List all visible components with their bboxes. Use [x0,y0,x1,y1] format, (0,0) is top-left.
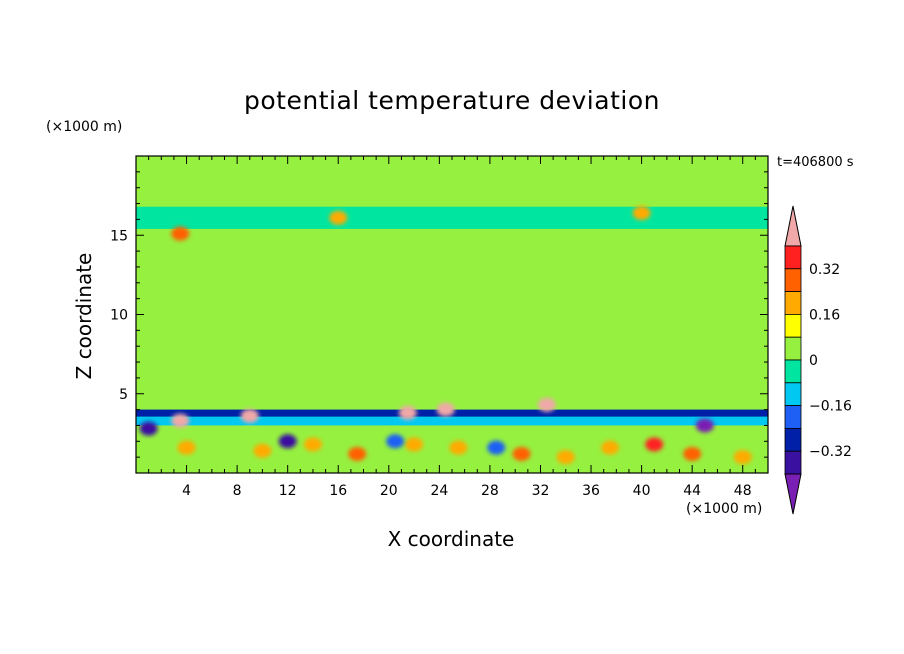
contour-blob-18 [632,206,651,221]
contour-blob-23 [386,434,405,449]
contour-blob-0 [177,440,196,455]
contour-blob-10 [683,446,702,461]
colorbar-label-1: 0.16 [809,307,840,323]
y-axis-unit: (×1000 m) [46,119,123,135]
colorbar-swatch-5 [784,359,802,384]
x-tick-label-32: 32 [532,483,550,499]
x-tick-label-16: 16 [329,483,347,499]
contour-blob-21 [139,421,158,436]
colorbar-swatch-7 [784,313,802,338]
x-tick-label-48: 48 [734,483,752,499]
contour-region-7 [136,206,768,229]
colorbar-label-3: −0.16 [809,399,852,415]
contour-blob-15 [240,408,259,423]
colorbar-label-0: 0.32 [809,262,840,278]
contour-blob-13 [436,402,455,417]
colorbar-swatch-2 [784,427,802,452]
colorbar-swatch-3 [784,405,802,429]
colorbar-top-arrow [784,205,802,247]
x-axis-label: X coordinate [387,527,515,551]
contour-blob-5 [449,440,468,455]
x-axis-unit: (×1000 m) [686,501,763,517]
contour-field [136,156,768,473]
contour-blob-16 [171,413,190,428]
contour-blob-2 [303,437,322,452]
y-tick-label-15: 15 [110,228,128,244]
colorbar-label-4: −0.32 [809,444,852,460]
contour-blob-7 [556,450,575,465]
x-tick-label-4: 4 [182,483,191,499]
contour-blob-19 [329,210,348,225]
contour-region-3 [136,416,768,426]
colorbar-swatch-4 [784,382,802,406]
colorbar-swatch-8 [784,291,802,315]
x-tick-label-40: 40 [633,483,651,499]
x-tick-label-28: 28 [481,483,499,499]
y-tick-label-5: 5 [119,387,128,403]
colorbar-swatch-1 [784,450,802,475]
x-tick-label-8: 8 [233,483,242,499]
colorbar: 0.32 0.16 0 −0.16 −0.32 [784,205,852,515]
contour-blob-4 [405,437,424,452]
contour-blob-3 [348,446,367,461]
contour-blob-1 [253,443,272,458]
contour-blob-9 [645,437,664,452]
contour-blob-11 [733,450,752,465]
colorbar-bottom-arrow [784,473,802,515]
colorbar-label-2: 0 [809,353,818,369]
contour-blob-12 [398,405,417,420]
x-tick-label-36: 36 [582,483,600,499]
x-tick-label-44: 44 [683,483,701,499]
contour-region-5 [148,251,257,391]
contour-blob-8 [601,440,619,455]
contour-blob-17 [171,226,190,241]
contour-region-6 [515,243,667,388]
colorbar-swatch-10 [784,245,802,270]
y-tick-label-10: 10 [110,308,128,324]
x-tick-label-12: 12 [279,483,297,499]
contour-blob-14 [537,397,556,412]
contour-blob-22 [278,434,297,449]
chart-title: potential temperature deviation [244,86,660,115]
x-tick-label-24: 24 [430,483,448,499]
contour-blob-24 [487,440,506,455]
colorbar-swatch-6 [784,336,802,361]
contour-blob-20 [695,418,714,433]
colorbar-swatch-9 [784,268,802,292]
x-tick-label-20: 20 [380,483,398,499]
time-label: t=406800 s [777,155,854,170]
contour-blob-6 [512,446,531,461]
